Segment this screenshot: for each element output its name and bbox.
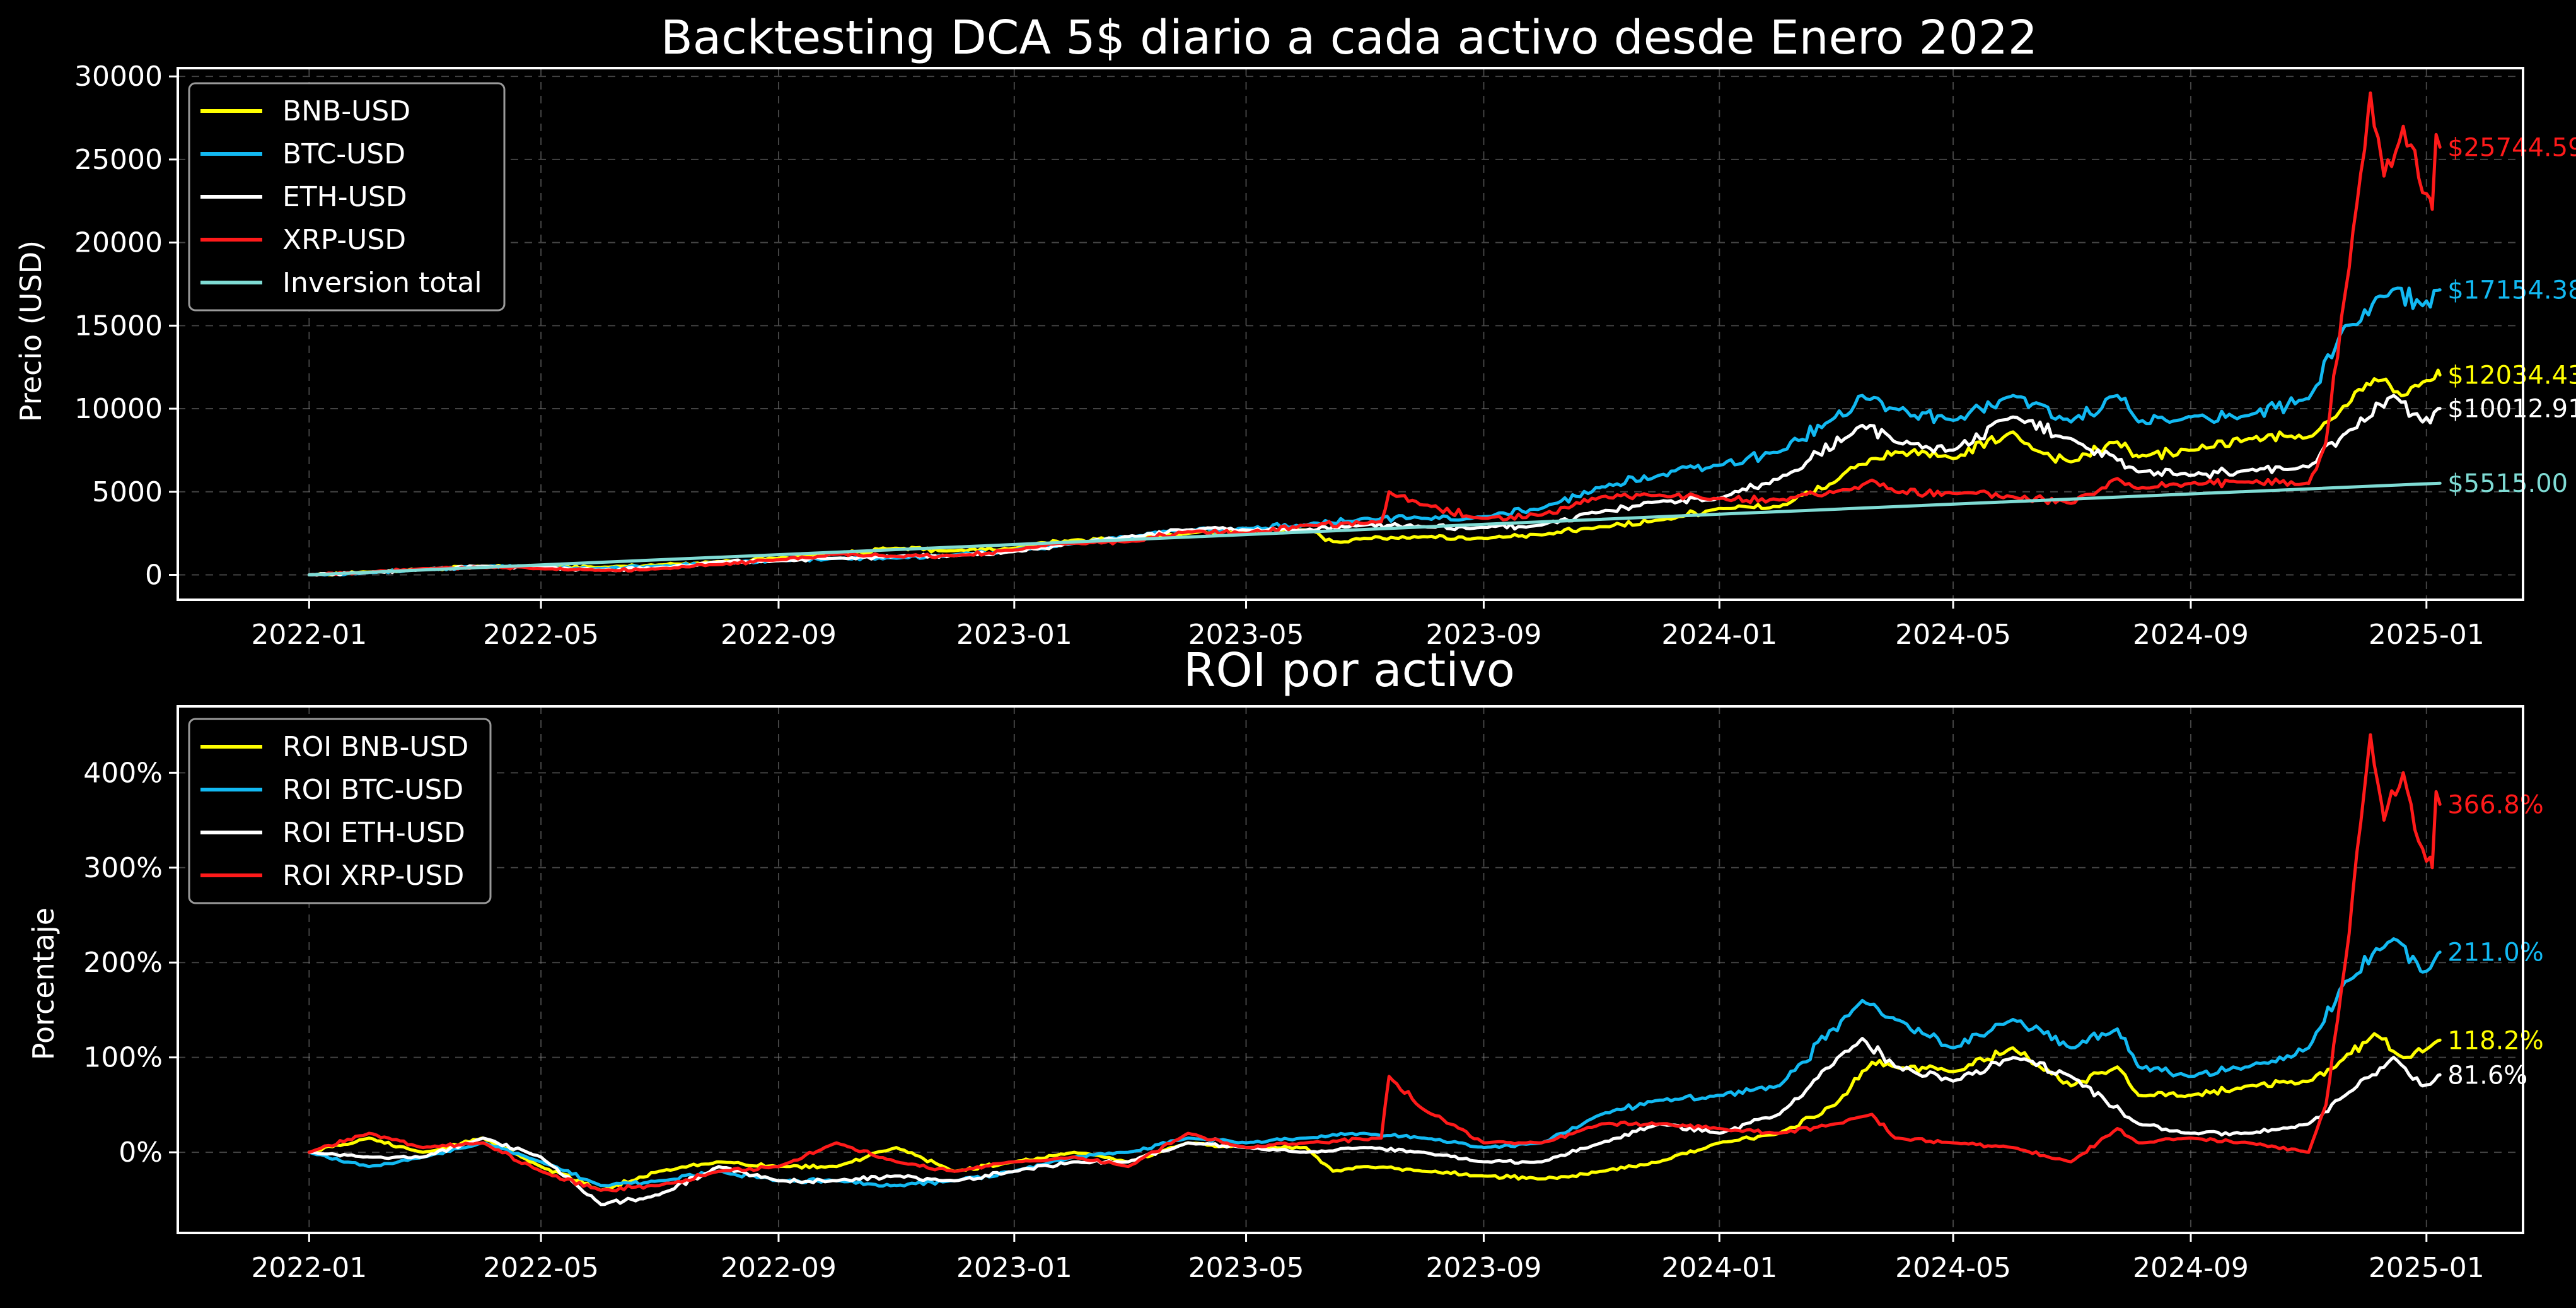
legend-label-bnb-usd: BNB-USD	[282, 95, 410, 127]
price-chart-legend: BNB-USD BTC-USD ETH-USD XRP-USD Inversion to…	[188, 82, 506, 312]
roi-ytick-label: 300%	[83, 852, 163, 884]
roi-xtick-label: 2023-01	[956, 1252, 1072, 1284]
price-ytick-label: 10000	[74, 393, 163, 425]
roi-xtick-label: 2023-05	[1188, 1252, 1304, 1284]
price-xtick-label: 2022-05	[483, 619, 599, 651]
series-line-inversion-total	[307, 481, 2442, 576]
series-line-roi-bnb-usd	[307, 1032, 2442, 1192]
legend-label-btc-usd: BTC-USD	[282, 138, 405, 170]
roi-xtick-label: 2022-05	[483, 1252, 599, 1284]
price-xtick-label: 2022-01	[251, 619, 367, 651]
roi-ytick-label: 100%	[83, 1042, 163, 1074]
roi-xtick-label: 2023-09	[1426, 1252, 1542, 1284]
price-ytick-label: 15000	[74, 310, 163, 342]
legend-label-inversion-total: Inversion total	[282, 267, 482, 299]
roi-ytick-label: 0%	[119, 1136, 163, 1169]
roi-xtick-label: 2024-05	[1895, 1252, 2011, 1284]
series-line-roi-eth-usd	[307, 1037, 2442, 1206]
roi-xtick-label: 2025-01	[2369, 1252, 2485, 1284]
roi-chart: ROI por activo Porcentaje 118.2% 211.0% 81…	[26, 643, 2544, 1284]
end-label-eth-usd: $10012.91	[2447, 395, 2576, 424]
end-label-xrp-usd: $25744.59	[2447, 133, 2576, 162]
price-chart: Backtesting DCA 5$ diario a cada activo …	[14, 11, 2576, 651]
legend-label-roi-btc-usd: ROI BTC-USD	[282, 774, 463, 806]
series-line-btc-usd	[307, 286, 2442, 577]
price-xtick-label: 2025-01	[2369, 619, 2485, 651]
legend-label-roi-bnb-usd: ROI BNB-USD	[282, 731, 468, 763]
price-ytick-label: 20000	[74, 227, 163, 259]
price-xtick-label: 2024-01	[1661, 619, 1777, 651]
end-label-inversion-total: $5515.00	[2447, 469, 2568, 498]
legend-label-roi-xrp-usd: ROI XRP-USD	[282, 860, 464, 892]
roi-ytick-label: 200%	[83, 947, 163, 979]
price-legend-box	[188, 82, 506, 312]
roi-xtick-label: 2024-01	[1661, 1252, 1777, 1284]
roi-chart-title: ROI por activo	[1183, 643, 1515, 698]
price-chart-ylabel: Precio (USD)	[14, 240, 48, 422]
series-line-roi-btc-usd	[307, 937, 2442, 1188]
series-line-xrp-usd	[307, 91, 2442, 576]
end-label-roi-xrp-usd: 366.8%	[2447, 790, 2544, 819]
price-ytick-label: 5000	[92, 476, 163, 508]
roi-chart-ylabel: Porcentaje	[26, 908, 61, 1060]
end-label-roi-btc-usd: 211.0%	[2447, 938, 2544, 967]
end-label-roi-eth-usd: 81.6%	[2447, 1061, 2527, 1090]
roi-chart-frame	[177, 705, 2524, 1234]
roi-ytick-label: 400%	[83, 757, 163, 789]
price-xtick-label: 2023-05	[1188, 619, 1304, 651]
legend-label-xrp-usd: XRP-USD	[282, 224, 406, 256]
price-ytick-label: 25000	[74, 144, 163, 176]
price-xtick-label: 2024-09	[2133, 619, 2249, 651]
end-label-bnb-usd: $12034.43	[2447, 361, 2576, 390]
end-label-btc-usd: $17154.38	[2447, 276, 2576, 305]
price-xtick-label: 2023-09	[1426, 619, 1542, 651]
price-chart-title: Backtesting DCA 5$ diario a cada activo …	[661, 11, 2038, 65]
price-xtick-label: 2024-05	[1895, 619, 2011, 651]
series-line-eth-usd	[307, 394, 2442, 577]
price-xtick-label: 2022-09	[721, 619, 837, 651]
roi-chart-legend: ROI BNB-USD ROI BTC-USD ROI ETH-USD ROI XRP…	[188, 718, 492, 904]
roi-xtick-label: 2022-09	[721, 1252, 837, 1284]
legend-label-eth-usd: ETH-USD	[282, 181, 407, 213]
legend-label-roi-eth-usd: ROI ETH-USD	[282, 817, 465, 849]
roi-xtick-label: 2022-01	[251, 1252, 367, 1284]
price-chart-frame	[177, 67, 2524, 601]
series-line-roi-xrp-usd	[307, 733, 2442, 1193]
roi-legend-box	[188, 718, 492, 904]
price-ytick-label: 0	[145, 559, 163, 591]
price-xtick-label: 2023-01	[956, 619, 1072, 651]
end-label-roi-bnb-usd: 118.2%	[2447, 1026, 2544, 1055]
roi-xtick-label: 2024-09	[2133, 1252, 2249, 1284]
price-ytick-label: 30000	[74, 61, 163, 93]
